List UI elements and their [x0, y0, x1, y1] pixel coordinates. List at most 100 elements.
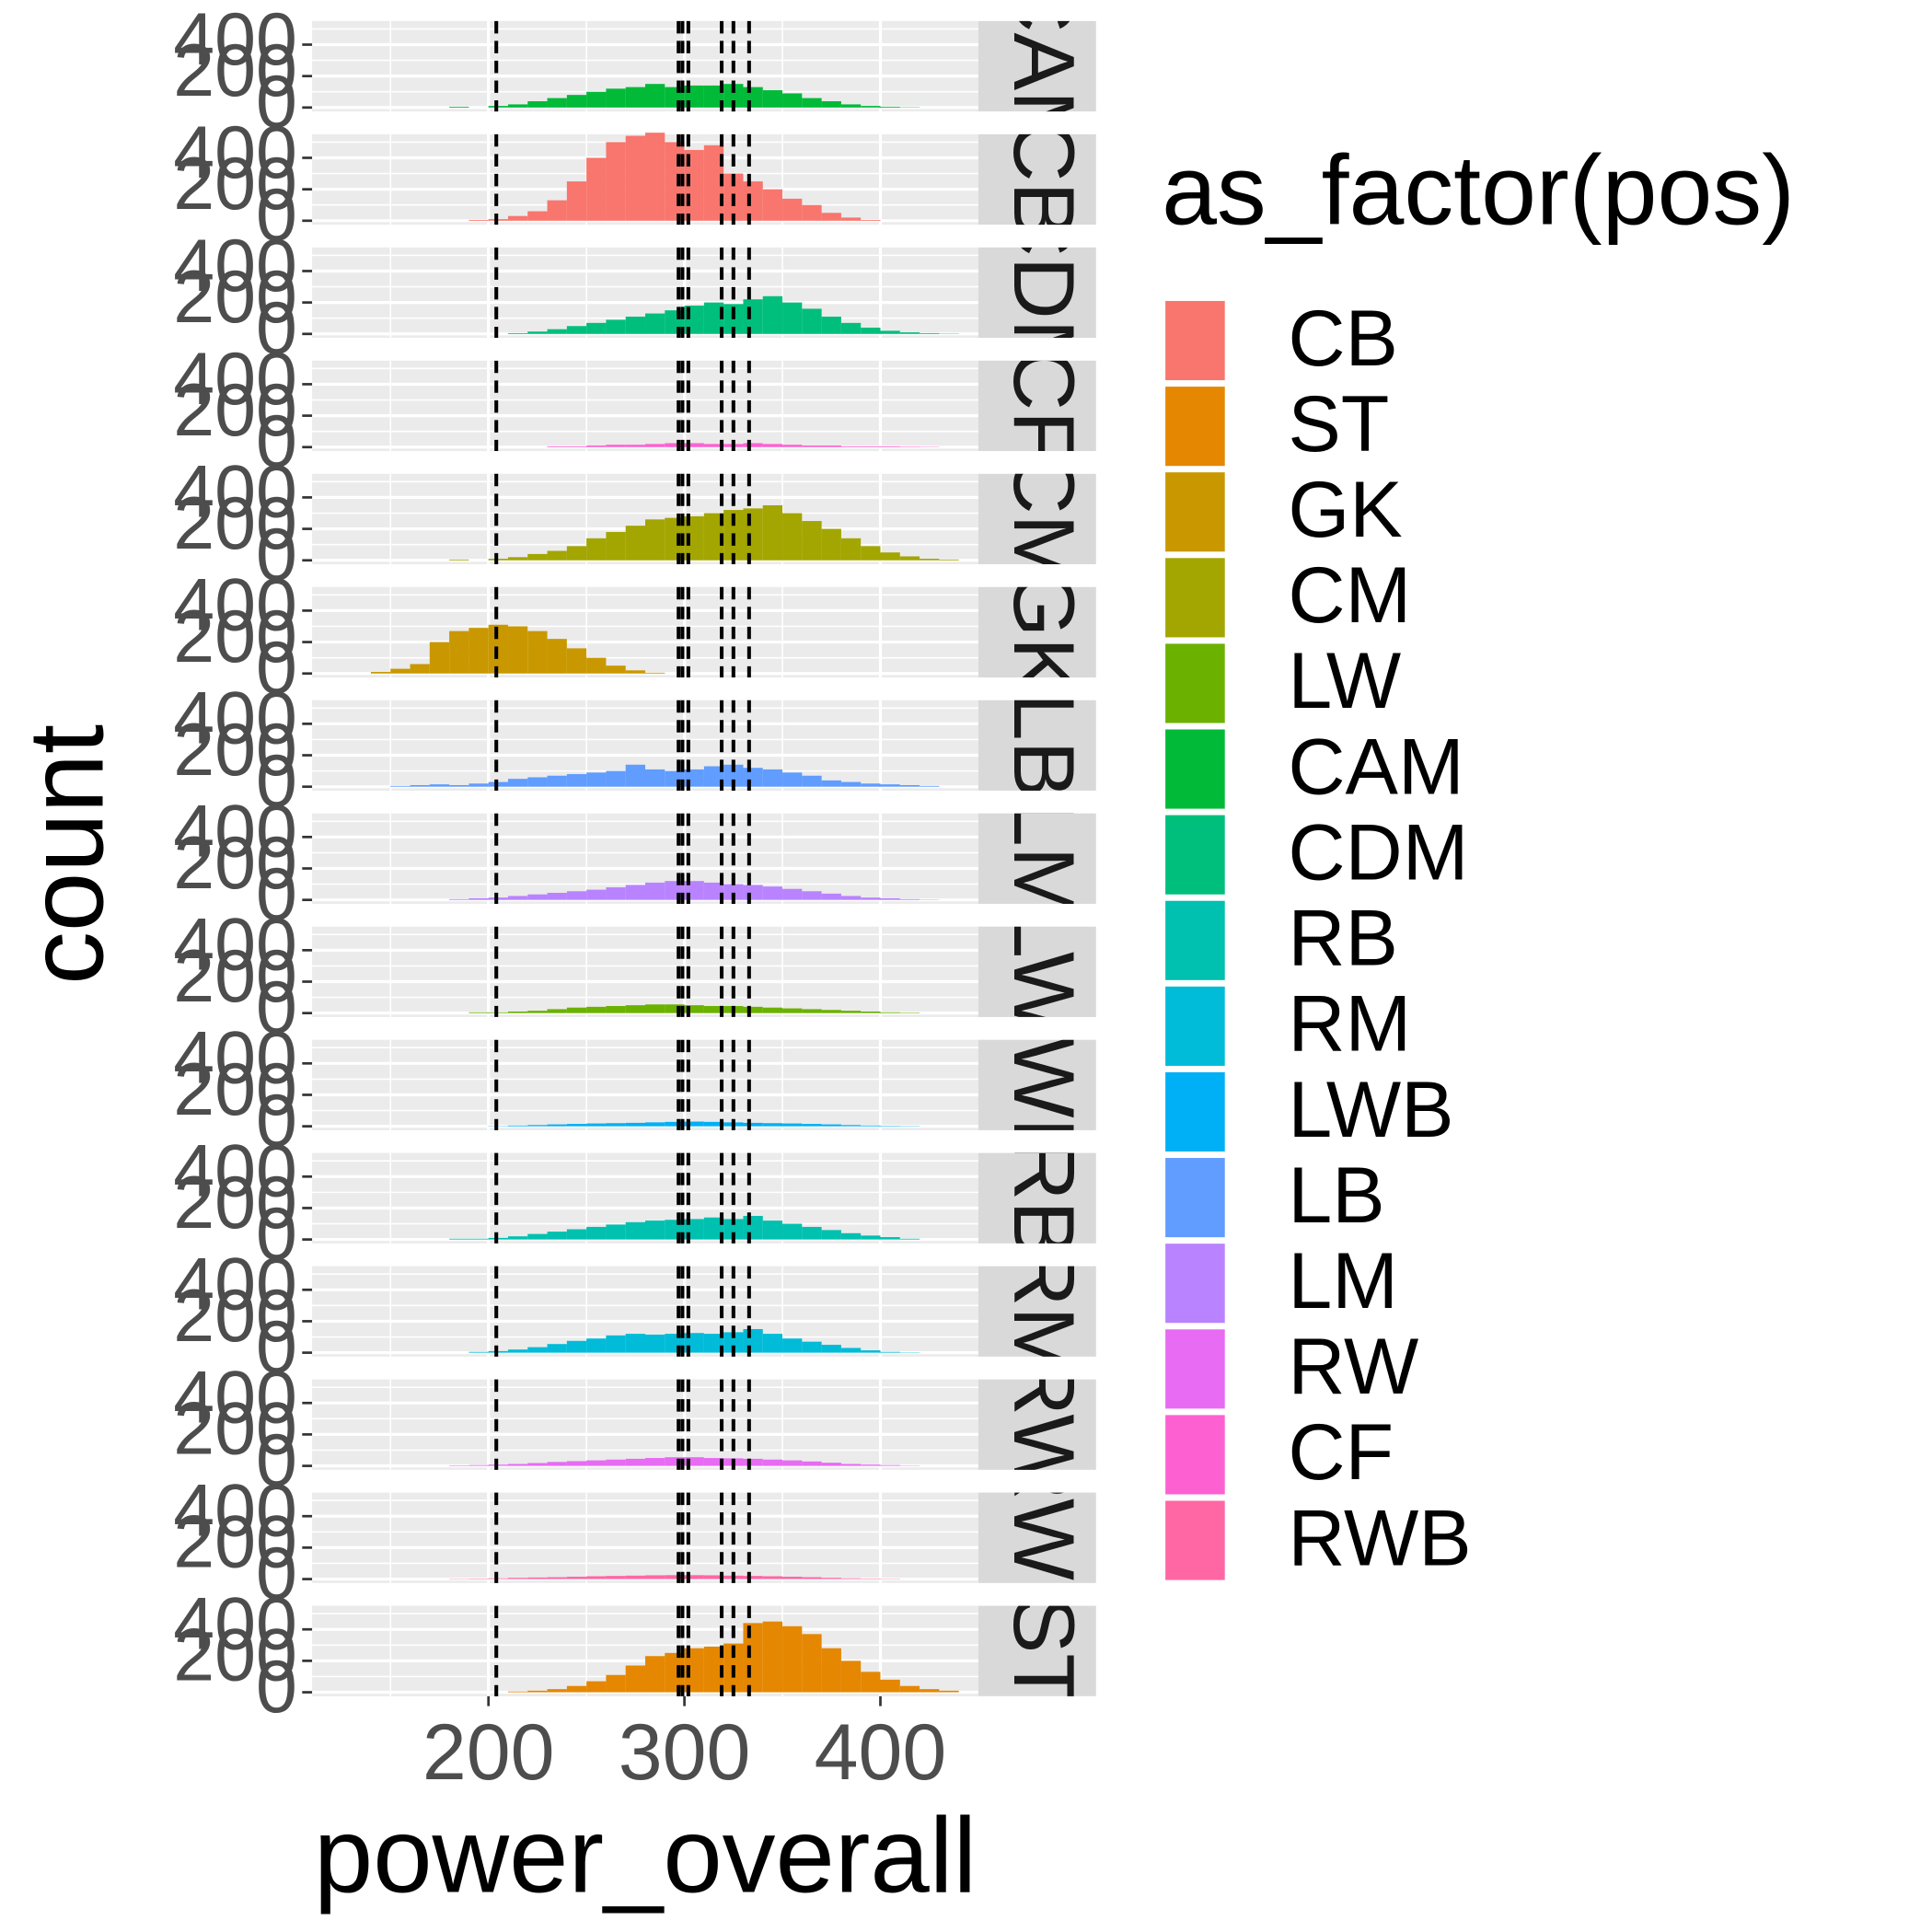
histogram-bar [507, 1236, 528, 1240]
histogram-bar [861, 1464, 881, 1466]
strip-label: RWB [996, 1438, 1093, 1638]
strip-label: LWB [996, 994, 1093, 1175]
histogram-bar [488, 219, 508, 221]
histogram-bar [861, 219, 881, 221]
histogram-bar [821, 1463, 841, 1466]
histogram-bar [899, 446, 920, 447]
histogram-bar [645, 769, 665, 787]
histogram-bar [507, 1349, 528, 1353]
histogram-bar [488, 781, 508, 787]
y-tick-label: 0 [256, 174, 297, 257]
strip-group: RWB [996, 1438, 1093, 1638]
histogram-bar [449, 784, 469, 787]
histogram-bar [488, 1237, 508, 1240]
histogram-bar [625, 1334, 646, 1353]
histogram-bar [703, 1647, 724, 1693]
y-tick-label: 200 [173, 1275, 297, 1358]
histogram-bar [782, 1123, 803, 1127]
strip-background [978, 1492, 1096, 1583]
legend-label: LW [1288, 637, 1401, 725]
histogram-bar [469, 1464, 489, 1466]
histogram-bar [645, 882, 665, 900]
histogram-bar [488, 1464, 508, 1466]
histogram-bar [527, 631, 548, 674]
y-tick-label: 400 [173, 1357, 297, 1440]
y-tick-label: 200 [173, 143, 297, 226]
y-tick-label: 0 [256, 627, 297, 710]
histogram-bar [880, 552, 900, 561]
histogram-bar [390, 668, 411, 674]
strip-label: LW [996, 910, 1093, 1034]
histogram-bar [899, 898, 920, 900]
y-tick-label: 0 [256, 740, 297, 823]
legend-key [1163, 1241, 1228, 1325]
legend-label: RM [1288, 980, 1411, 1069]
histogram-bar [899, 332, 920, 334]
histogram-bar [625, 670, 646, 674]
histogram-bar [880, 897, 900, 900]
y-tick-label: 400 [173, 1244, 297, 1326]
histogram-bar [665, 443, 685, 447]
x-tick-label: 300 [619, 1708, 751, 1797]
histogram-bar [665, 1652, 685, 1693]
histogram-bar [743, 87, 763, 108]
histogram-bar [469, 1351, 489, 1353]
histogram-bar [566, 1340, 587, 1353]
histogram-bar [625, 1005, 646, 1013]
histogram-bar [606, 887, 626, 900]
histogram-bar [645, 1334, 665, 1353]
histogram-bar [547, 892, 567, 900]
histogram-bar [840, 1463, 862, 1466]
histogram-bar [821, 528, 841, 561]
histogram-bar [665, 1004, 685, 1013]
y-tick-label: 400 [173, 1130, 297, 1213]
histogram-bar [507, 557, 528, 561]
y-tick-label: 200 [173, 369, 297, 452]
histogram-bar [410, 664, 430, 674]
histogram-bar [606, 1335, 626, 1353]
y-tick-label: 200 [173, 1048, 297, 1131]
histogram-bar [625, 135, 646, 221]
histogram-bar [782, 1223, 803, 1240]
y-tick-label: 200 [173, 822, 297, 905]
histogram-bar [743, 443, 763, 447]
strip-label: CF [996, 348, 1093, 464]
histogram-bar [507, 779, 528, 787]
legend-label: ST [1288, 380, 1389, 469]
panel-background [312, 1379, 978, 1470]
histogram-bar [920, 1689, 940, 1693]
histogram-bar [507, 626, 528, 674]
histogram-bar [840, 1125, 862, 1127]
histogram-bar [586, 657, 607, 674]
histogram-bar [469, 897, 489, 900]
legend-key [1163, 298, 1228, 383]
histogram-bar [743, 1122, 763, 1127]
histogram-bar [861, 783, 881, 787]
histogram-bar [880, 784, 900, 787]
histogram-bar [802, 775, 822, 787]
y-tick-label: 400 [173, 225, 297, 307]
histogram-bar [488, 559, 508, 561]
histogram-bar [840, 1348, 862, 1353]
histogram-bar [586, 772, 607, 787]
strip-group: CF [996, 348, 1093, 464]
strip-label: CAM [996, 0, 1093, 163]
histogram-bar [743, 1458, 763, 1466]
histogram-bar [645, 1004, 665, 1013]
strip-background [978, 133, 1096, 226]
histogram-bar [762, 1621, 783, 1693]
histogram-bar [507, 1463, 528, 1466]
histogram-bar [547, 200, 567, 221]
strip-group: CDM [996, 248, 1093, 338]
histogram-bar [880, 106, 900, 108]
histogram-bar [821, 445, 841, 447]
histogram-bar [488, 624, 508, 674]
histogram-bar [782, 888, 803, 900]
strip-group: GK [996, 587, 1093, 677]
histogram-bar [606, 1459, 626, 1466]
histogram-bar [782, 93, 803, 108]
strip-group: ST [996, 1606, 1093, 1696]
y-tick-label: 0 [256, 514, 297, 596]
y-tick-label: 0 [256, 1533, 297, 1615]
